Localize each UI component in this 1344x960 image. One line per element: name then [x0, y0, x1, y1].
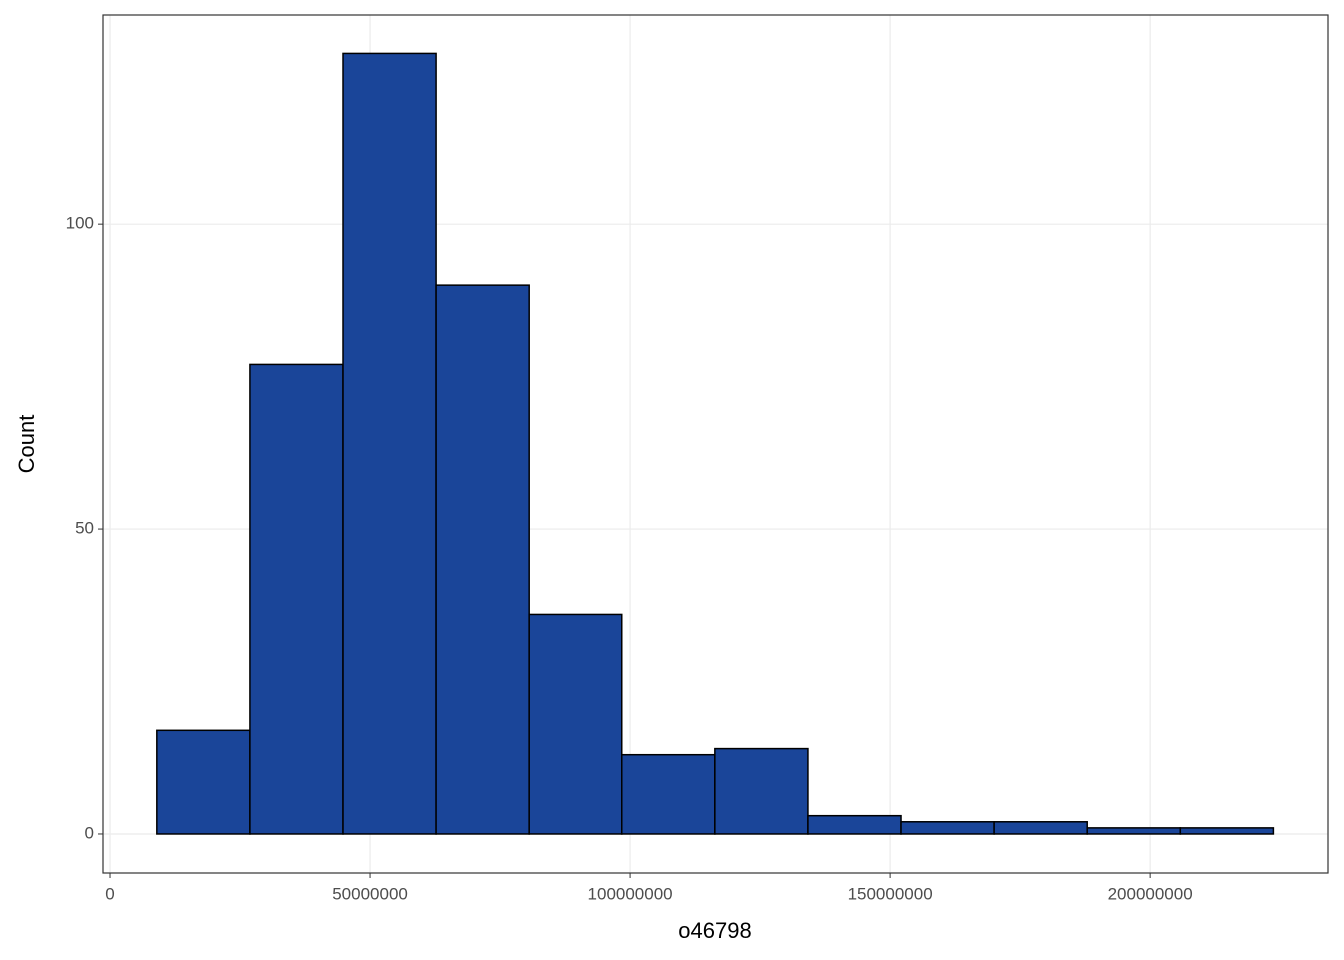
bar [528, 613, 623, 835]
x-tick-label: 150000000 [848, 884, 933, 903]
bar [1086, 827, 1182, 835]
bar [156, 729, 251, 835]
x-tick-label: 100000000 [588, 884, 673, 903]
x-axis-title: o46798 [678, 918, 751, 943]
bar [900, 821, 995, 835]
bar [1179, 827, 1275, 835]
y-tick-label: 0 [85, 823, 94, 842]
x-tick-label: 50000000 [332, 884, 408, 903]
bar [714, 747, 809, 835]
bar [435, 284, 530, 835]
bar [621, 753, 716, 835]
bar [993, 821, 1088, 835]
y-tick-label: 50 [75, 519, 94, 538]
bar [807, 814, 902, 835]
x-tick-label: 200000000 [1108, 884, 1193, 903]
bar [342, 52, 437, 835]
panel-border [102, 14, 1329, 874]
x-tick-label: 0 [105, 884, 114, 903]
y-axis-title: Count [14, 415, 39, 474]
bar [249, 363, 344, 835]
y-tick-label: 100 [66, 214, 94, 233]
